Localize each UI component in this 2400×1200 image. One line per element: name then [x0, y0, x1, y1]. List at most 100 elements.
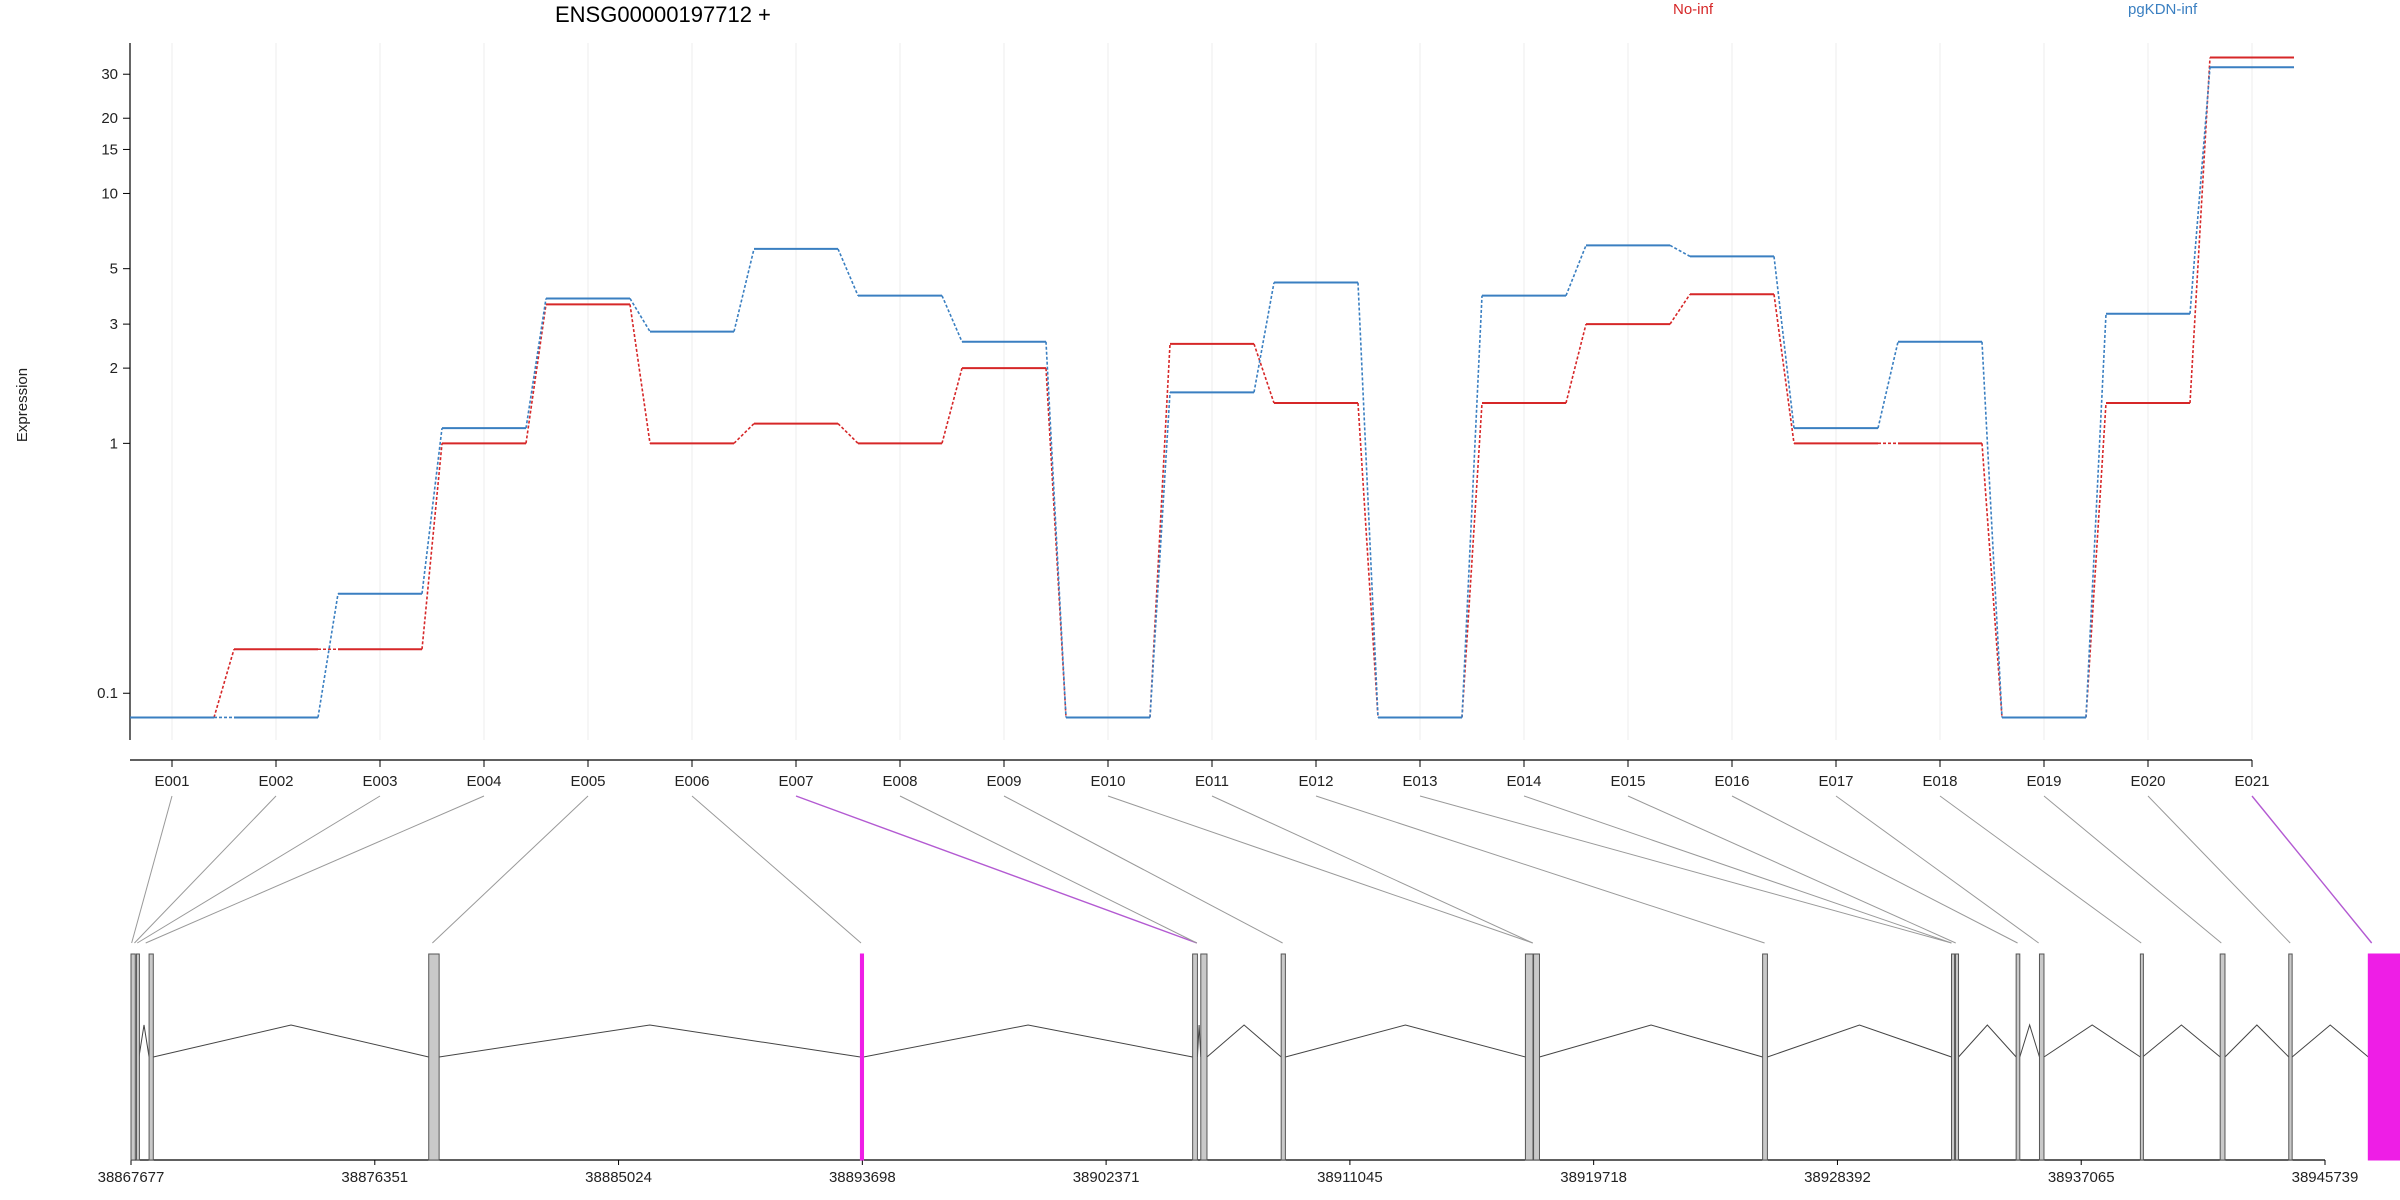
exon-connector [145, 795, 485, 944]
intron-line [1958, 1024, 2017, 1058]
y-tick-label: 5 [110, 261, 118, 278]
exon-box [2038, 953, 2045, 1161]
exon-box [1954, 953, 1960, 1161]
series-transition-no-inf [1669, 293, 1691, 325]
genome-tick-label: 38919718 [1560, 1169, 1627, 1186]
series-transition-no-inf [525, 304, 547, 444]
exon-connector [134, 795, 277, 944]
exon-connector [1835, 795, 2039, 944]
series-transition-pgkdn-inf [421, 428, 443, 594]
exon-connector [432, 795, 589, 944]
intron-line [2043, 1024, 2141, 1058]
exon-box [130, 953, 136, 1161]
series-transition-pgkdn-inf [2085, 313, 2107, 718]
y-tick-label: 20 [101, 110, 118, 127]
x-tick-label: E004 [466, 773, 501, 790]
exon-connector [1315, 795, 1765, 944]
x-tick-label: E007 [778, 773, 813, 790]
exon-box [2288, 953, 2293, 1161]
intron-line [1206, 1024, 1282, 1058]
series-transition-pgkdn-inf [941, 295, 963, 343]
series-transition-pgkdn-inf [1669, 244, 1691, 258]
y-tick-label: 15 [101, 141, 118, 158]
genome-tick-label: 38911045 [1317, 1169, 1383, 1186]
intron-line [1539, 1024, 1763, 1058]
genome-tick-label: 38893698 [829, 1169, 896, 1186]
x-tick-label: E015 [1610, 773, 1645, 790]
intron-line [2019, 1023, 2040, 1058]
x-tick-label: E020 [2130, 773, 2165, 790]
exon-box [2139, 953, 2144, 1161]
series-transition-no-inf [733, 422, 755, 444]
series-transition-pgkdn-inf [525, 298, 547, 429]
x-tick-label: E008 [882, 773, 917, 790]
exon-box [135, 953, 140, 1161]
x-tick-label: E009 [986, 773, 1021, 790]
intron-line [2224, 1024, 2290, 1058]
highlighted-connector [2251, 795, 2373, 944]
exon-box [2219, 953, 2226, 1161]
intron-line [1196, 1024, 1202, 1058]
gridlines [171, 43, 2253, 740]
exon-box [1192, 953, 1198, 1161]
series-transition-no-inf [837, 422, 859, 444]
exon-box [1200, 953, 1208, 1161]
exon-connector [691, 795, 862, 944]
intron-line [138, 1024, 150, 1058]
exon-box [1762, 953, 1768, 1161]
genome-tick-label: 38876351 [341, 1169, 408, 1186]
intron-line [1767, 1024, 1952, 1058]
highlighted-exon-box [859, 953, 865, 1161]
x-tick-label: E006 [674, 773, 709, 790]
intron-line [2142, 1024, 2221, 1058]
x-tick-label: E014 [1506, 773, 1541, 790]
y-tick-label: 2 [110, 360, 118, 377]
intron-line [863, 1024, 1193, 1058]
series-transition-no-inf [213, 649, 235, 718]
genome-tick-label: 38867677 [98, 1169, 165, 1186]
exon-connector [899, 795, 1198, 944]
x-tick-label: E021 [2234, 773, 2269, 790]
series-transition-pgkdn-inf [1461, 295, 1483, 718]
exon-box [1524, 953, 1534, 1161]
series-transition-pgkdn-inf [837, 248, 859, 296]
exon-connector [1627, 795, 1956, 944]
exon-connector [2043, 795, 2222, 944]
exon-box [1533, 953, 1540, 1161]
series-transition-no-inf [1461, 402, 1483, 718]
intron-line [153, 1024, 429, 1058]
exon-connector [1731, 795, 2018, 944]
x-tick-label: E016 [1714, 773, 1749, 790]
y-tick-label: 1 [110, 435, 118, 452]
genome-tick-label: 38945739 [2292, 1169, 2359, 1186]
exon-connector [1523, 795, 1952, 944]
series-transition-pgkdn-inf [1981, 341, 2003, 718]
highlighted-connector [795, 795, 1198, 944]
series-transition-pgkdn-inf [1773, 256, 1795, 429]
series-transition-pgkdn-inf [1253, 282, 1275, 393]
series-transition-pgkdn-inf [2189, 67, 2211, 314]
y-tick-label: 10 [101, 185, 118, 202]
series-transition-no-inf [1253, 343, 1275, 404]
x-tick-label: E005 [570, 773, 605, 790]
genome-tick-label: 38902371 [1073, 1169, 1140, 1186]
legend-no-inf: No-inf [1673, 1, 1714, 18]
series-transition-pgkdn-inf [1149, 392, 1171, 718]
x-tick-label: E013 [1402, 773, 1437, 790]
series-transition-no-inf [1773, 294, 1795, 444]
exon-connector [131, 795, 173, 944]
series-transition-no-inf [629, 304, 651, 444]
series-transition-pgkdn-inf [1565, 245, 1587, 296]
series-transition-no-inf [941, 367, 963, 444]
series-transition-no-inf [1981, 443, 2003, 718]
exon-connector [1107, 795, 1533, 944]
exon-connector [1939, 795, 2142, 944]
series-transition-pgkdn-inf [317, 593, 339, 718]
series-lines [130, 56, 2294, 719]
series-transition-no-inf [2189, 57, 2211, 404]
highlighted-exon-box [2367, 953, 2400, 1161]
exon-connector [1211, 795, 1533, 944]
x-tick-label: E017 [1818, 773, 1853, 790]
gene-model: 38867677 38876351 38885024 38893698 38902371… [98, 953, 2400, 1186]
